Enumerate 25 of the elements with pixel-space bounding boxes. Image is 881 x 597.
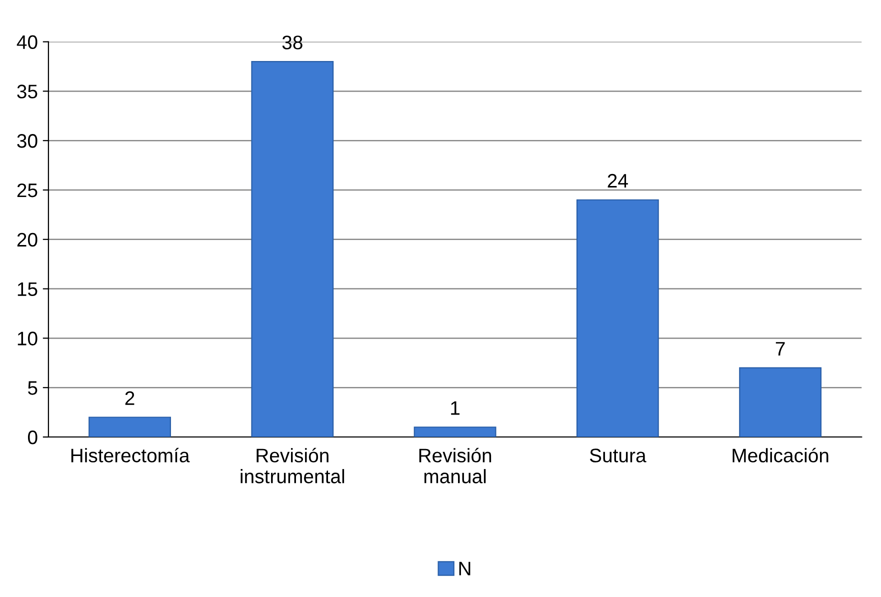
x-tick-label: Revisión instrumental bbox=[240, 448, 344, 484]
y-tick-label: 40 bbox=[16, 35, 38, 50]
data-label: 38 bbox=[282, 36, 302, 50]
data-label: 1 bbox=[451, 401, 460, 415]
data-label: 24 bbox=[608, 174, 628, 188]
x-tick-label: Revisión manual bbox=[419, 448, 492, 484]
x-tick-label: Sutura bbox=[590, 448, 646, 462]
legend-label: N bbox=[459, 562, 470, 576]
y-tick-label: 20 bbox=[17, 232, 38, 247]
y-tick-label: 30 bbox=[17, 134, 38, 148]
y-tick-label: 35 bbox=[17, 84, 38, 98]
bar bbox=[88, 416, 171, 438]
y-tick-label: 10 bbox=[18, 332, 38, 346]
y-tick-label: 5 bbox=[28, 381, 38, 395]
y-tick-label: 0 bbox=[28, 430, 38, 444]
x-tick-label: Medicación bbox=[732, 448, 828, 462]
bar bbox=[576, 199, 659, 438]
x-tick-label: Histerectomía bbox=[71, 448, 190, 462]
y-tick-label: 15 bbox=[18, 282, 38, 296]
bar bbox=[739, 367, 822, 438]
data-label: 2 bbox=[125, 391, 134, 405]
y-tick-label: 25 bbox=[17, 183, 38, 198]
data-label: 7 bbox=[776, 342, 785, 356]
bar bbox=[251, 60, 334, 438]
bar bbox=[414, 426, 496, 438]
